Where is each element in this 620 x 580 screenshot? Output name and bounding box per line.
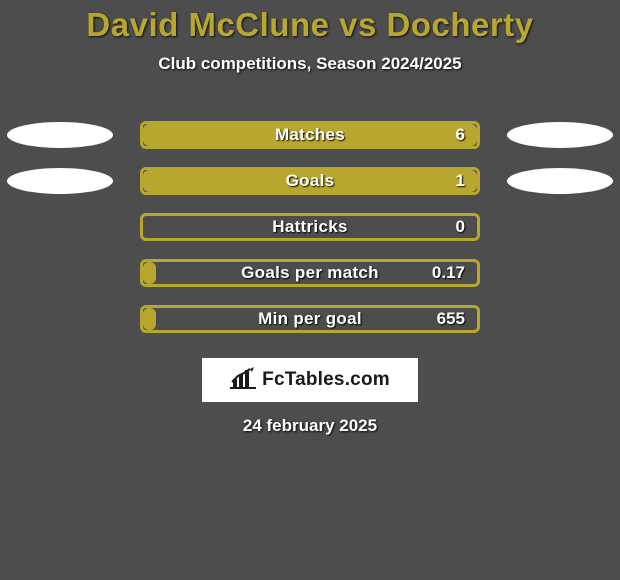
logo-box[interactable]: FcTables.com — [202, 358, 418, 402]
ellipse-marker-left — [7, 168, 113, 194]
stat-value: 0.17 — [432, 263, 465, 283]
stat-value: 6 — [456, 125, 465, 145]
ellipse-marker-right — [507, 168, 613, 194]
stat-row: Goals per match0.17 — [0, 250, 620, 296]
stat-bar: Goals per match0.17 — [140, 259, 480, 287]
stat-value: 1 — [456, 171, 465, 191]
page-title: David McClune vs Docherty — [0, 0, 620, 44]
stat-bar: Hattricks0 — [140, 213, 480, 241]
stat-label: Goals — [143, 171, 477, 191]
stat-label: Min per goal — [143, 309, 477, 329]
footer-date: 24 february 2025 — [0, 416, 620, 436]
stat-row: Goals1 — [0, 158, 620, 204]
stat-bar: Matches6 — [140, 121, 480, 149]
stat-row: Min per goal655 — [0, 296, 620, 342]
stat-value: 655 — [437, 309, 465, 329]
title-player-left: David McClune — [86, 6, 329, 43]
logo-text: FcTables.com — [262, 369, 390, 391]
stat-bar: Goals1 — [140, 167, 480, 195]
stats-rows: Matches6Goals1Hattricks0Goals per match0… — [0, 112, 620, 342]
stat-row: Matches6 — [0, 112, 620, 158]
ellipse-marker-right — [507, 122, 613, 148]
stat-label: Goals per match — [143, 263, 477, 283]
stat-bar: Min per goal655 — [140, 305, 480, 333]
comparison-card: David McClune vs Docherty Club competiti… — [0, 0, 620, 580]
title-vs: vs — [339, 6, 377, 43]
title-player-right: Docherty — [387, 6, 534, 43]
page-subtitle: Club competitions, Season 2024/2025 — [0, 54, 620, 74]
stat-label: Hattricks — [143, 217, 477, 237]
ellipse-marker-left — [7, 122, 113, 148]
bar-chart-icon — [230, 367, 256, 394]
stat-row: Hattricks0 — [0, 204, 620, 250]
stat-label: Matches — [143, 125, 477, 145]
stat-value: 0 — [456, 217, 465, 237]
